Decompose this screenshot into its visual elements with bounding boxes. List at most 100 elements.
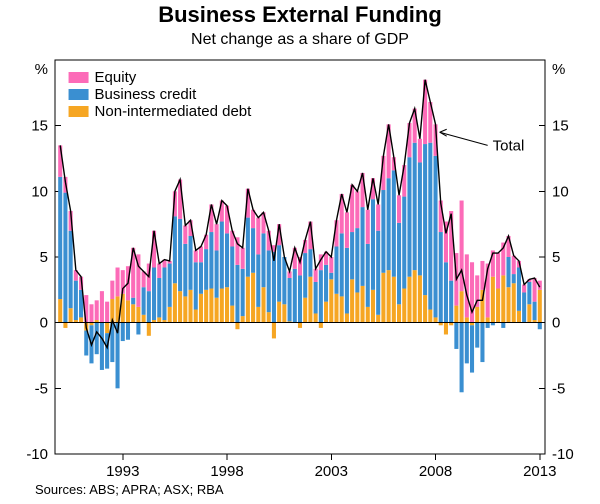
bar-credit	[418, 162, 422, 275]
bar-debt	[407, 277, 411, 323]
bar-credit	[319, 270, 323, 323]
bar-credit	[157, 278, 161, 317]
bar-debt	[131, 304, 135, 322]
bar-credit	[314, 282, 318, 314]
bar-credit	[371, 199, 375, 290]
bar-credit	[355, 228, 359, 292]
bar-credit	[204, 249, 208, 290]
bar-debt	[538, 290, 542, 323]
bar-credit	[376, 231, 380, 315]
bar-credit	[533, 302, 537, 320]
legend-label-credit: Business credit	[95, 86, 198, 103]
bar-credit	[58, 177, 62, 299]
bar-credit	[261, 233, 265, 287]
bar-credit	[131, 298, 135, 305]
bar-debt	[381, 273, 385, 323]
bar-debt	[418, 275, 422, 322]
bar-debt	[308, 277, 312, 323]
bar-debt	[460, 291, 464, 323]
bar-equity	[183, 225, 187, 243]
chart-title: Business External Funding	[158, 2, 442, 27]
bar-debt	[251, 273, 255, 323]
bar-debt	[246, 277, 250, 323]
bar-debt	[277, 302, 281, 323]
bar-debt	[256, 307, 260, 323]
x-tick-label: 1993	[106, 463, 139, 480]
bar-debt	[475, 307, 479, 323]
bar-debt	[188, 290, 192, 323]
y-tick-label-right: -5	[552, 380, 565, 397]
bar-equity	[397, 195, 401, 223]
bar-debt	[501, 275, 505, 322]
bar-debt	[392, 277, 396, 323]
bar-debt	[142, 315, 146, 323]
bar-credit	[282, 257, 286, 304]
y-tick-label-right: 5	[552, 249, 560, 266]
bar-debt	[105, 323, 109, 334]
bar-equity	[194, 250, 198, 262]
y-tick-label-left: 0	[40, 315, 48, 332]
bar-equity	[199, 246, 203, 262]
bar-equity	[480, 261, 484, 290]
chart-container: Business External FundingNet change as a…	[0, 0, 600, 504]
bar-equity	[522, 285, 526, 293]
bar-debt	[225, 287, 229, 322]
bar-debt	[371, 290, 375, 323]
bar-debt	[433, 317, 437, 322]
bar-credit	[334, 246, 338, 293]
bar-debt	[58, 299, 62, 323]
bar-credit	[241, 269, 245, 316]
y-tick-label-right: 10	[552, 183, 569, 200]
bar-equity	[376, 204, 380, 230]
bar-equity	[116, 268, 120, 297]
bar-debt	[496, 289, 500, 323]
bar-credit	[183, 244, 187, 297]
bar-credit	[460, 323, 464, 393]
bar-debt	[329, 279, 333, 322]
bar-debt	[282, 304, 286, 322]
bar-credit	[522, 292, 526, 322]
bar-credit	[267, 250, 271, 312]
bar-credit	[277, 245, 281, 301]
bar-credit	[350, 232, 354, 279]
bar-credit	[329, 273, 333, 280]
bar-debt	[355, 292, 359, 322]
bar-credit	[501, 323, 505, 328]
bar-debt	[527, 304, 531, 322]
bar-debt	[147, 323, 151, 336]
bar-debt	[324, 302, 328, 323]
legend-label-equity: Equity	[95, 69, 137, 86]
bar-debt	[173, 283, 177, 322]
bar-debt	[303, 298, 307, 323]
bar-credit	[506, 257, 510, 287]
y-tick-label-left: 15	[31, 118, 48, 135]
bar-equity	[95, 300, 99, 320]
bar-credit	[162, 268, 166, 321]
bar-equity	[496, 253, 500, 288]
bar-credit	[381, 190, 385, 273]
bar-debt	[267, 312, 271, 323]
bar-credit	[454, 323, 458, 349]
bar-equity	[345, 212, 349, 247]
bar-debt	[215, 298, 219, 323]
bar-credit	[475, 323, 479, 348]
bar-credit	[324, 265, 328, 302]
bar-credit	[361, 207, 365, 286]
y-unit-right: %	[552, 61, 565, 78]
bar-debt	[444, 323, 448, 335]
bar-equity	[418, 139, 422, 163]
legend-swatch-credit	[69, 89, 89, 100]
bar-credit	[126, 323, 130, 340]
bar-debt	[136, 307, 140, 323]
bar-credit	[152, 268, 156, 321]
bar-credit	[121, 323, 125, 341]
bar-debt	[486, 317, 490, 322]
chart-svg: Business External FundingNet change as a…	[0, 0, 600, 504]
bar-credit	[63, 193, 67, 323]
bar-debt	[428, 310, 432, 323]
bar-credit	[256, 254, 260, 307]
y-tick-label-right: 0	[552, 315, 560, 332]
bar-credit	[235, 265, 239, 323]
x-tick-label: 2013	[523, 463, 556, 480]
bar-debt	[402, 289, 406, 323]
